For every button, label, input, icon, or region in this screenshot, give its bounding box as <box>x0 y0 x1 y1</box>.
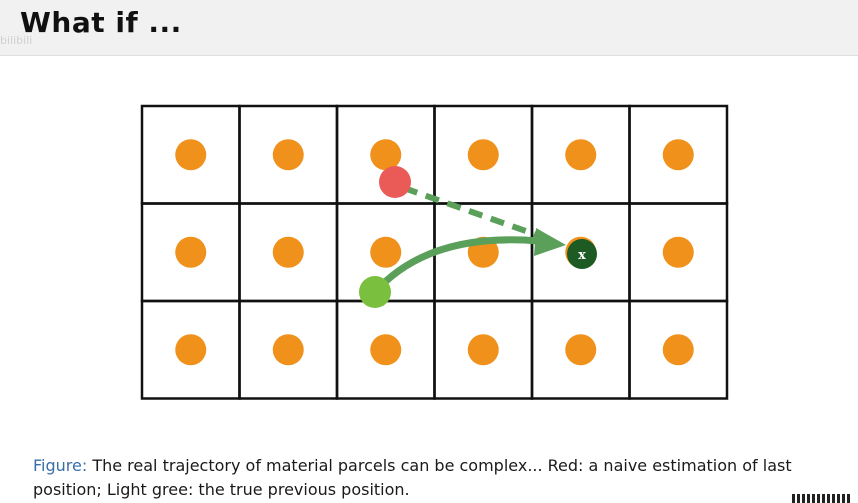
cell-dot <box>175 139 207 171</box>
cell-dot <box>272 236 304 268</box>
watermark: bilibili <box>0 34 33 47</box>
cell-dot <box>662 236 694 268</box>
cell-dot <box>175 334 207 366</box>
cell-dots <box>175 139 694 366</box>
slide-title: What if ... <box>20 6 182 39</box>
cell-dot <box>272 334 304 366</box>
current-position-label: x <box>578 248 586 263</box>
cell-dot <box>565 139 597 171</box>
true-previous-dot <box>359 276 391 308</box>
cell-dot <box>662 139 694 171</box>
current-position-dot <box>567 239 597 269</box>
true-trajectory-arrow <box>372 236 542 295</box>
cell-dot <box>565 334 597 366</box>
grid-cell <box>628 299 729 400</box>
naive-estimate-arrow <box>403 185 541 239</box>
cell-dot <box>467 334 499 366</box>
arrowhead <box>534 228 566 256</box>
cell-dot <box>467 139 499 171</box>
cell-dot <box>272 139 304 171</box>
cell-dot <box>370 334 402 366</box>
title-bar: What if ... bilibili <box>0 0 858 56</box>
caption-text: The real trajectory of material parcels … <box>33 456 792 499</box>
figure-label: Figure: <box>33 456 88 475</box>
cell-dot <box>370 236 402 268</box>
cell-dot <box>370 139 402 171</box>
naive-estimate-dot <box>379 166 411 198</box>
figure-caption: Figure: The real trajectory of material … <box>33 454 843 502</box>
qr-code-icon <box>792 494 852 503</box>
grid <box>140 104 729 400</box>
cell-dot <box>662 334 694 366</box>
cell-dot <box>175 236 207 268</box>
